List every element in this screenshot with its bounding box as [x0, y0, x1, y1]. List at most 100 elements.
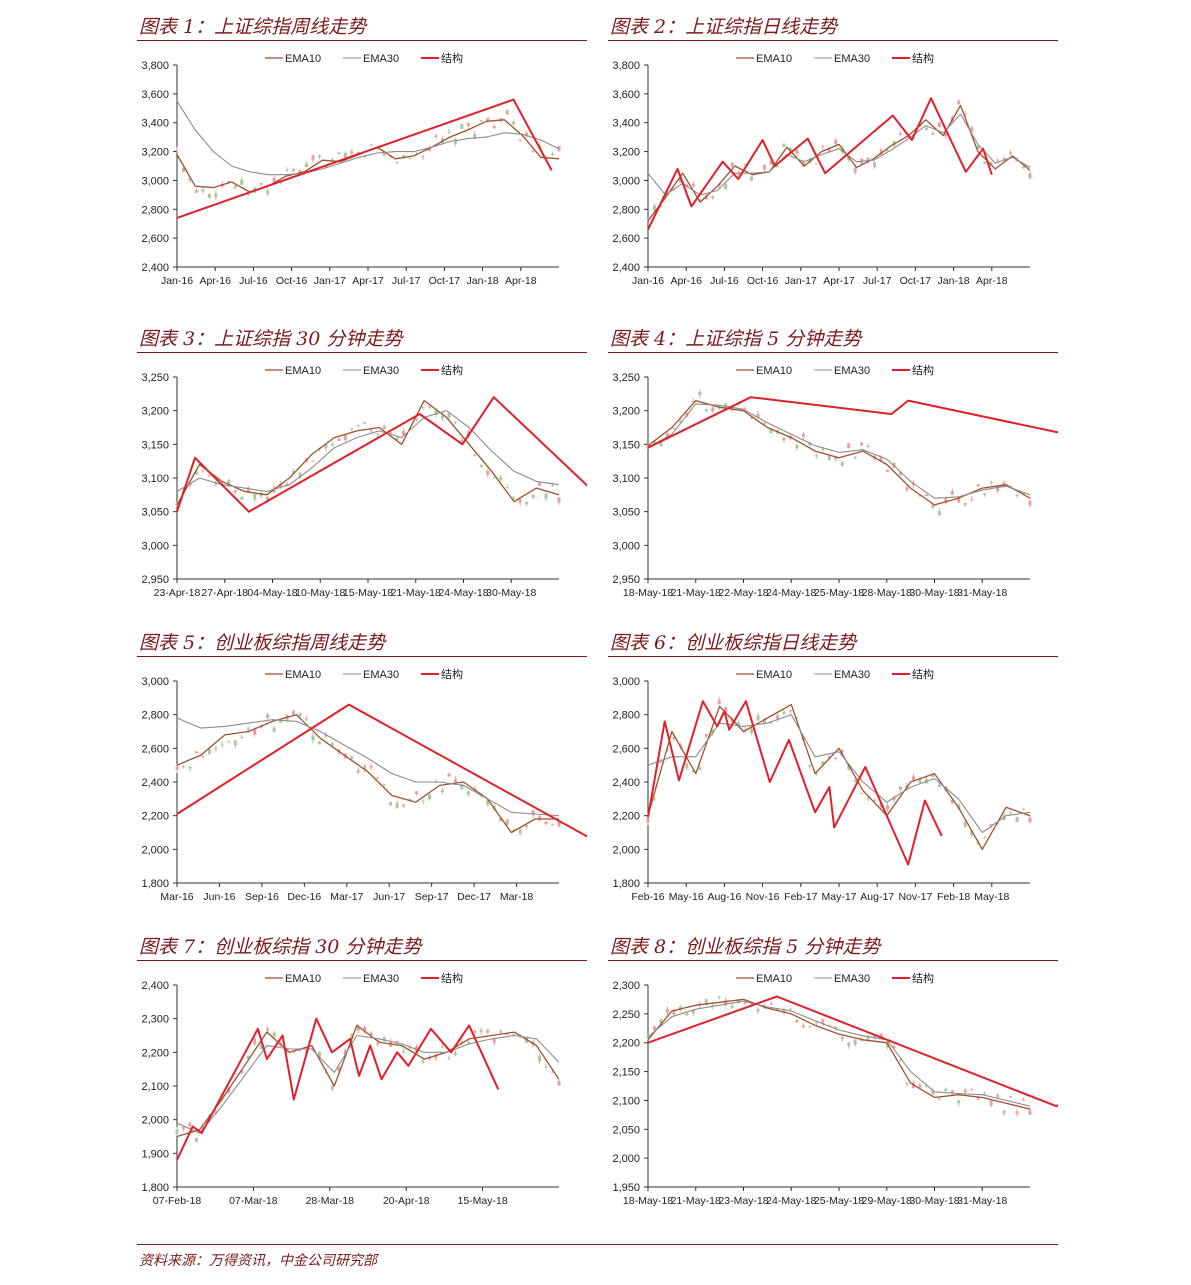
- legend-label-structure: 结构: [912, 363, 934, 377]
- candle-body: [201, 470, 205, 472]
- x-tick-label: 25-May-18: [814, 587, 864, 599]
- candle-body: [691, 184, 695, 186]
- candle-body: [1028, 173, 1032, 179]
- candle-body: [492, 477, 496, 479]
- candle-body: [201, 1126, 205, 1130]
- x-tick-label: Oct-17: [900, 275, 932, 287]
- candle-body: [337, 438, 341, 441]
- candle-body: [408, 798, 412, 800]
- candle-body: [834, 139, 838, 145]
- y-tick-label: 2,800: [141, 204, 169, 216]
- candle-body: [756, 715, 760, 721]
- candle-body: [285, 169, 289, 171]
- candle-body: [317, 1051, 321, 1057]
- x-tick-label: Jul-17: [392, 275, 421, 287]
- candle-body: [253, 729, 257, 735]
- candle-body: [531, 494, 535, 498]
- x-tick-label: 24-May-18: [438, 587, 488, 599]
- candle-body: [233, 185, 237, 188]
- candle-body: [763, 164, 767, 170]
- x-tick-label: Sep-17: [415, 891, 449, 903]
- candle-body: [704, 409, 708, 411]
- candle-body: [814, 455, 818, 457]
- x-tick-label: Dec-16: [287, 891, 321, 903]
- candle-body: [970, 127, 974, 132]
- x-tick-label: 15-May-18: [457, 1195, 507, 1207]
- x-tick-label: Mar-18: [500, 891, 533, 903]
- x-tick-label: Apr-18: [505, 275, 537, 287]
- candle-body: [775, 166, 779, 168]
- x-tick-label: Sep-16: [245, 891, 279, 903]
- x-tick-label: 30-May-18: [909, 1195, 959, 1207]
- candle-body: [531, 151, 535, 153]
- candle-body: [782, 437, 786, 441]
- candle-body: [763, 423, 767, 425]
- candle-body: [298, 713, 302, 716]
- y-tick-label: 3,150: [141, 439, 169, 451]
- candle-body: [698, 392, 702, 396]
- x-tick-label: 28-May-18: [862, 587, 912, 599]
- candles: [646, 389, 1032, 516]
- candle-body: [227, 181, 231, 183]
- candle-body: [518, 829, 522, 834]
- x-tick-label: Nov-17: [898, 891, 932, 903]
- candle-body: [691, 401, 695, 403]
- legend: EMA10 EMA30 结构: [265, 363, 463, 377]
- candle-body: [240, 497, 244, 500]
- candle-body: [440, 1046, 444, 1048]
- candle-body: [389, 432, 393, 434]
- candle-body: [879, 456, 883, 461]
- y-tick-label: 3,000: [612, 676, 640, 688]
- candle-body: [285, 483, 289, 486]
- candle-body: [782, 143, 786, 147]
- candle-body: [512, 121, 516, 125]
- candle-body: [691, 1009, 695, 1014]
- y-tick-label: 3,200: [141, 406, 169, 418]
- chart-title: 图表 3：上证综指 30 分钟走势: [139, 328, 403, 350]
- candle-body: [963, 821, 967, 827]
- x-tick-label: Jan-17: [785, 275, 817, 287]
- candle-body: [240, 179, 244, 185]
- candle-body: [814, 163, 818, 165]
- candle-body: [672, 736, 676, 739]
- chart-panel: 图表 1：上证综指周线走势 2,400 2,600 2,800 3,000 3,200 3,…: [137, 10, 587, 305]
- candle-body: [989, 482, 993, 484]
- candle-body: [214, 482, 218, 486]
- y-tick-label: 2,800: [612, 204, 640, 216]
- x-tick-label: 24-May-18: [766, 587, 816, 599]
- candle-body: [1002, 482, 1006, 487]
- y-tick-label: 3,150: [612, 439, 640, 451]
- candle-body: [473, 454, 477, 456]
- candle-body: [743, 1002, 747, 1004]
- candle-body: [834, 456, 838, 460]
- candle-body: [492, 126, 496, 129]
- legend: EMA10 EMA30 结构: [736, 51, 934, 65]
- candle-body: [369, 144, 373, 146]
- x-tick-label: Jan-18: [938, 275, 970, 287]
- x-tick-label: May-16: [669, 891, 704, 903]
- legend-label-ema10: EMA10: [756, 669, 792, 681]
- title-rule: [608, 960, 1058, 961]
- candle-body: [743, 408, 747, 410]
- ema10-line: [176, 1024, 560, 1138]
- y-tick-label: 3,400: [141, 118, 169, 130]
- candle-body: [1028, 817, 1032, 823]
- candle-body: [421, 407, 425, 409]
- candle-body: [486, 117, 490, 121]
- candle-body: [505, 820, 509, 825]
- structure-line: [176, 1017, 500, 1161]
- y-tick-label: 3,100: [141, 473, 169, 485]
- candle-body: [512, 1033, 516, 1035]
- candle-body: [944, 1088, 948, 1091]
- ema30-line: [647, 113, 1031, 196]
- x-tick-label: 30-May-18: [486, 587, 536, 599]
- candle-body: [207, 193, 211, 198]
- candle-body: [376, 433, 380, 435]
- candle-body: [1009, 812, 1013, 814]
- candle-body: [827, 455, 831, 461]
- candle-body: [544, 493, 548, 499]
- candle-body: [678, 420, 682, 423]
- candle-body: [214, 748, 218, 750]
- y-tick-label: 2,150: [612, 1067, 640, 1079]
- candle-body: [879, 149, 883, 155]
